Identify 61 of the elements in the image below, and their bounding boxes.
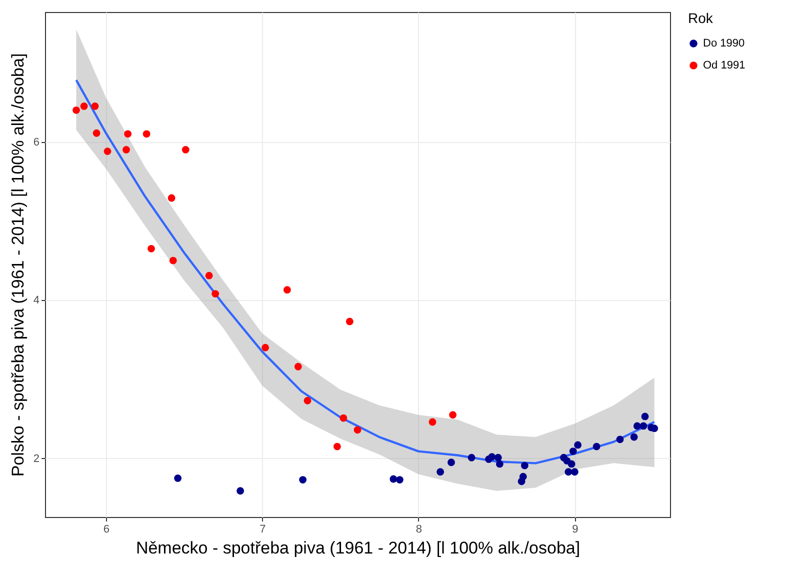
point	[182, 146, 190, 154]
point	[205, 272, 213, 280]
point	[428, 418, 436, 426]
point	[468, 454, 476, 462]
point	[488, 453, 496, 461]
point	[449, 411, 457, 419]
point	[340, 414, 348, 422]
point	[354, 426, 362, 434]
point	[564, 468, 572, 476]
point	[496, 460, 504, 468]
point	[104, 148, 112, 156]
point	[630, 433, 638, 441]
point	[283, 286, 291, 294]
x-tick-label: 9	[572, 524, 578, 536]
legend-label: Od 1991	[703, 60, 746, 72]
point	[574, 441, 582, 449]
point	[569, 448, 577, 456]
point	[568, 460, 576, 468]
x-axis-title: Německo - spotřeba piva (1961 - 2014) [l 100% alk./osoba]	[136, 538, 580, 558]
point	[616, 436, 624, 444]
point	[448, 458, 455, 466]
point	[124, 130, 132, 138]
point	[262, 344, 270, 352]
point	[168, 194, 176, 202]
point	[91, 102, 99, 110]
point	[174, 474, 182, 482]
point	[148, 244, 155, 252]
point	[304, 396, 312, 404]
point	[396, 476, 404, 484]
point	[640, 422, 648, 430]
point	[641, 412, 649, 420]
point	[494, 454, 502, 462]
point	[333, 442, 341, 450]
point	[650, 424, 658, 432]
point	[80, 102, 88, 110]
legend-title: Rok	[688, 10, 714, 26]
point	[520, 462, 528, 470]
point	[122, 146, 130, 154]
y-tick-label: 4	[33, 294, 40, 307]
x-tick-label: 7	[260, 524, 266, 536]
point	[72, 106, 80, 114]
point	[169, 256, 177, 264]
point	[92, 129, 100, 137]
point	[299, 476, 307, 484]
point	[436, 468, 444, 476]
point	[390, 475, 398, 483]
y-axis-title: Polsko - spotřeba piva (1961 - 2014) [l 100% alk./osoba]	[8, 53, 28, 477]
point	[346, 318, 354, 326]
y-tick-label: 2	[33, 452, 40, 465]
legend-label: Do 1990	[703, 38, 745, 50]
point	[633, 422, 641, 430]
point	[236, 487, 244, 495]
point	[519, 472, 527, 480]
point	[212, 290, 220, 298]
point	[592, 442, 600, 450]
point	[294, 362, 302, 370]
point	[570, 468, 578, 476]
y-tick-label: 6	[33, 136, 40, 148]
x-tick-label: 6	[103, 524, 110, 536]
point	[142, 130, 150, 138]
x-tick-label: 8	[416, 524, 422, 536]
